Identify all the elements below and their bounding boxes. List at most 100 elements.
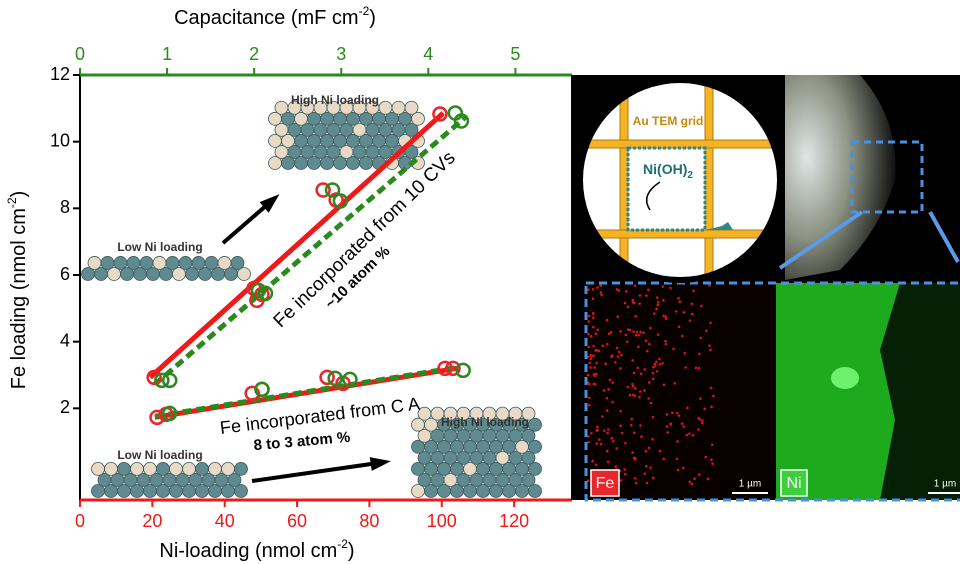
atom xyxy=(92,462,105,475)
fe-dot xyxy=(591,460,594,463)
fe-dot xyxy=(638,396,641,399)
fe-dot xyxy=(676,440,679,443)
fe-dot xyxy=(699,337,702,340)
fe-dot xyxy=(619,410,622,413)
x-tick-label: 60 xyxy=(287,511,307,531)
fe-dot xyxy=(634,284,637,287)
fe-dot xyxy=(677,469,680,472)
x-tick-label: 120 xyxy=(499,511,529,531)
fe-dot xyxy=(587,374,590,377)
scale-label: 1 µm xyxy=(934,479,956,490)
fe-dot xyxy=(679,300,682,303)
fe-dot xyxy=(656,304,659,307)
fe-dot xyxy=(587,333,590,336)
fe-dot xyxy=(606,343,609,346)
fe-dot xyxy=(682,311,685,314)
fe-dot xyxy=(606,432,609,435)
annotation: High Ni loading xyxy=(291,93,379,107)
fe-dot xyxy=(592,288,595,291)
fe-dot xyxy=(596,349,599,352)
fe-dot xyxy=(615,465,618,468)
fe-dot xyxy=(688,432,691,435)
fe-dot xyxy=(595,442,598,445)
fe-dot xyxy=(606,409,609,412)
fe-dot xyxy=(684,366,687,369)
y-tick-label: 4 xyxy=(60,330,70,350)
fe-dot xyxy=(606,319,609,322)
annotation: Low Ni loading xyxy=(117,448,202,462)
fe-dot xyxy=(611,401,614,404)
atom xyxy=(275,101,288,114)
fe-dot xyxy=(634,477,637,480)
fe-dot xyxy=(676,412,679,415)
fe-dot xyxy=(663,383,666,386)
atom xyxy=(379,101,392,114)
fe-dot xyxy=(588,315,591,318)
fe-dot xyxy=(653,312,656,315)
fe-dot xyxy=(652,416,655,419)
fe-dot xyxy=(619,424,622,427)
fe-dot xyxy=(689,319,692,322)
fe-dot xyxy=(645,340,648,343)
fe-dot xyxy=(635,334,638,337)
fe-dot xyxy=(697,428,700,431)
fe-dot xyxy=(632,394,635,397)
ni-label: Ni xyxy=(786,475,801,492)
fe-dot xyxy=(595,332,598,335)
fe-dot xyxy=(655,308,658,311)
fe-dot xyxy=(592,326,595,329)
fe-dot xyxy=(646,350,649,353)
fe-dot xyxy=(699,397,702,400)
fe-dot xyxy=(615,447,618,450)
atom xyxy=(114,256,127,269)
x2-tick-label: 1 xyxy=(162,44,172,64)
fe-dot xyxy=(664,340,667,343)
atom xyxy=(127,256,140,269)
fe-dot xyxy=(648,447,651,450)
fe-dot xyxy=(708,344,711,347)
fe-dot xyxy=(590,432,593,435)
fe-dot xyxy=(634,315,637,318)
fe-dot xyxy=(691,483,694,486)
fe-map xyxy=(586,283,776,500)
ni-map-bg xyxy=(776,283,960,500)
fe-dot xyxy=(634,387,637,390)
fe-dot xyxy=(662,285,665,288)
fe-dot xyxy=(630,424,633,427)
fe-dot xyxy=(701,422,704,425)
fe-dot xyxy=(632,301,635,304)
fe-dot xyxy=(620,354,623,357)
fe-dot xyxy=(662,299,665,302)
fe-dot xyxy=(596,428,599,431)
fe-dot xyxy=(643,472,646,475)
fe-dot xyxy=(712,395,715,398)
fe-dot xyxy=(593,383,596,386)
fe-dot xyxy=(588,361,591,364)
atom xyxy=(196,462,209,475)
fe-dot xyxy=(665,317,668,320)
fe-label: Fe xyxy=(596,475,615,492)
fe-dot xyxy=(666,431,669,434)
atom xyxy=(105,462,118,475)
fe-dot xyxy=(649,327,652,330)
fe-dot xyxy=(611,354,614,357)
fe-dot xyxy=(621,432,624,435)
fe-dot xyxy=(649,466,652,469)
atom xyxy=(235,462,248,475)
fe-dot xyxy=(590,335,593,338)
fe-dot xyxy=(595,362,598,365)
fe-dot xyxy=(631,451,634,454)
fe-dot xyxy=(600,294,603,297)
fe-dot xyxy=(709,322,712,325)
fe-dot xyxy=(629,329,632,332)
fe-dot xyxy=(695,367,698,370)
x-tick-label: 40 xyxy=(215,511,235,531)
fe-dot xyxy=(652,372,655,375)
fe-dot xyxy=(672,348,675,351)
fe-dot xyxy=(666,425,669,428)
atom xyxy=(218,256,231,269)
fe-dot xyxy=(701,419,704,422)
fe-dot xyxy=(648,381,651,384)
fe-dot xyxy=(682,467,685,470)
fe-dot xyxy=(589,354,592,357)
